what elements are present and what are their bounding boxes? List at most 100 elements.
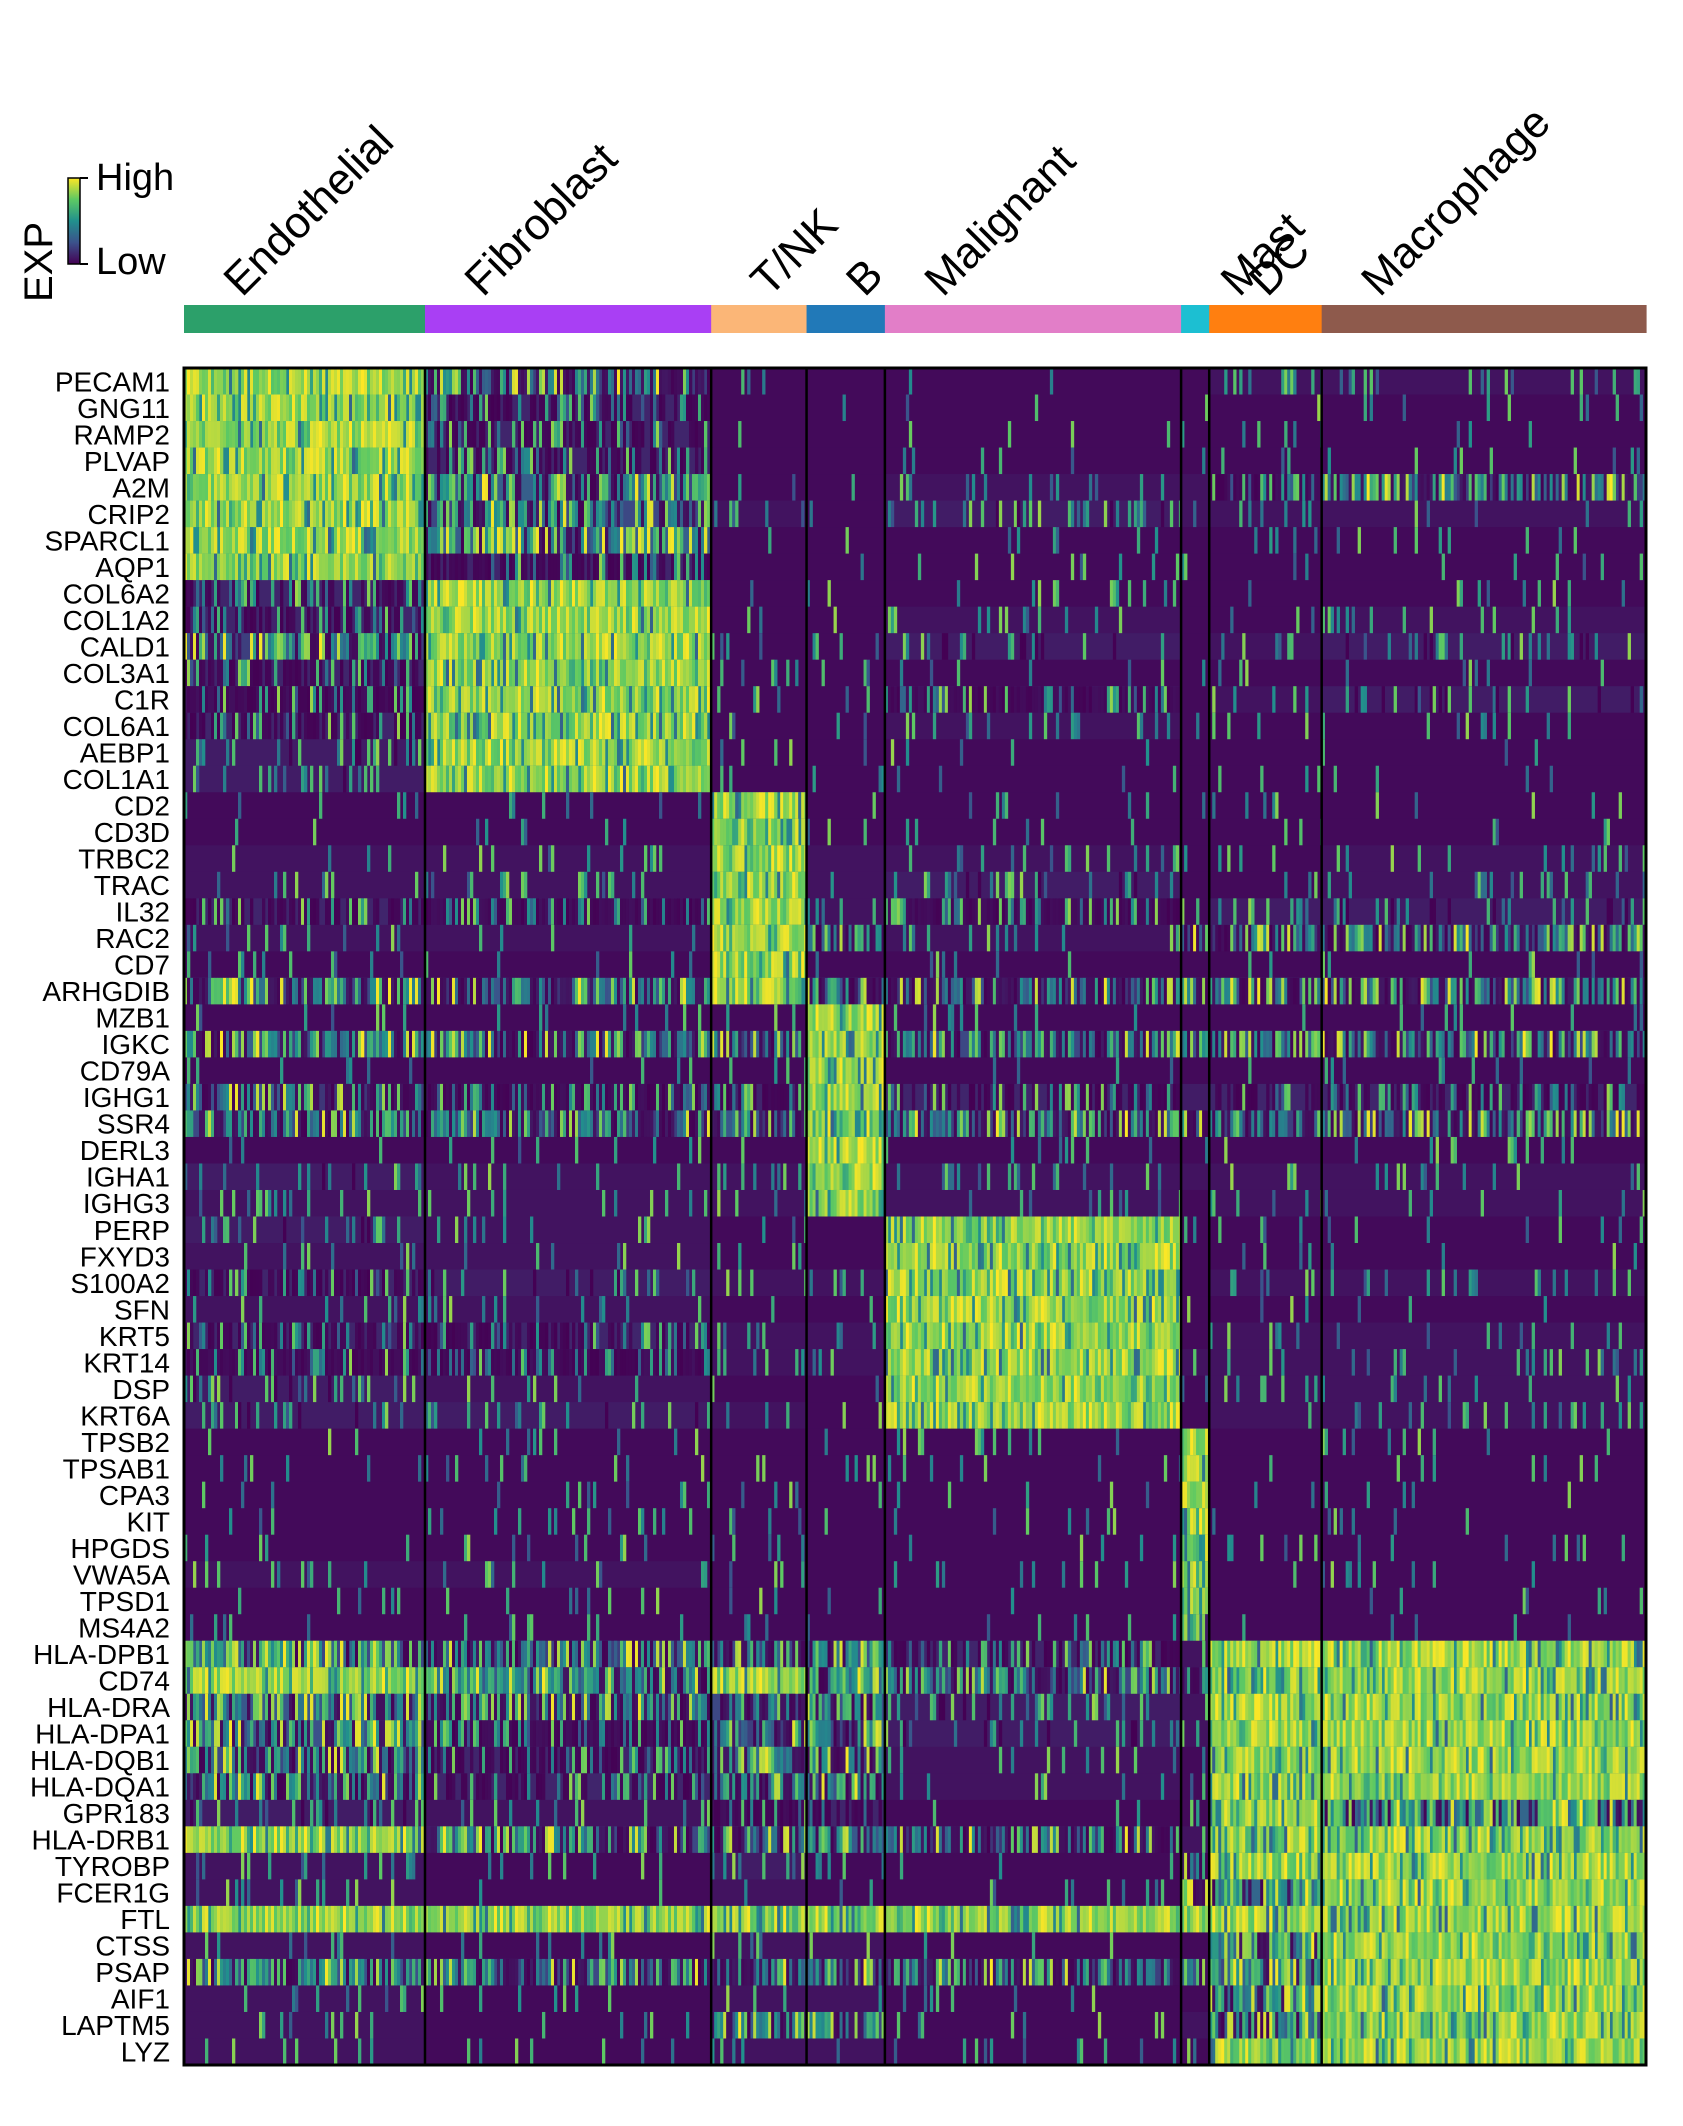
cell [1396, 924, 1400, 952]
cell [568, 500, 573, 528]
cell [1190, 977, 1194, 1005]
cell [1582, 977, 1586, 1005]
cell [184, 447, 188, 475]
cell [1447, 924, 1451, 952]
cell [394, 606, 398, 634]
cell [247, 580, 251, 608]
cell [190, 447, 194, 475]
cell [1381, 686, 1385, 714]
cell [187, 686, 191, 714]
cell [667, 606, 672, 634]
cell [694, 633, 699, 661]
cell [553, 500, 558, 528]
cell [992, 898, 997, 926]
cell [1537, 580, 1541, 608]
cell [538, 686, 543, 714]
cell [923, 1004, 928, 1032]
cell [881, 924, 885, 952]
cell [589, 606, 594, 634]
cell [538, 500, 543, 528]
cell [418, 580, 422, 608]
cell-bg-C1R-Mast [1181, 686, 1210, 714]
cell [346, 527, 350, 555]
cell [717, 686, 721, 714]
cell [292, 500, 296, 528]
cell [640, 394, 645, 422]
cell [601, 739, 606, 767]
cell [265, 686, 269, 714]
cell [863, 659, 867, 687]
cell [202, 368, 206, 396]
cell [304, 659, 308, 687]
cell [691, 924, 696, 952]
cell [508, 739, 513, 767]
cell [1166, 1030, 1171, 1058]
cell [944, 686, 949, 714]
cell [658, 977, 663, 1005]
cell [523, 739, 528, 767]
cell [786, 659, 790, 687]
cell [667, 580, 672, 608]
cell [899, 898, 904, 926]
cell [475, 739, 480, 767]
cell [815, 1030, 819, 1058]
cell [1477, 474, 1481, 502]
cell [211, 527, 215, 555]
cell [676, 977, 681, 1005]
cell [490, 633, 495, 661]
cell [583, 1030, 588, 1058]
cell [508, 474, 513, 502]
cell-bg-A2M-B [806, 474, 886, 502]
cell [667, 977, 672, 1005]
cell [673, 1030, 678, 1058]
cell [430, 712, 435, 740]
cell [700, 553, 705, 581]
cell [481, 977, 486, 1005]
cell [1636, 447, 1640, 475]
heatmap-cells [184, 368, 1646, 2065]
cell [1293, 368, 1297, 396]
cell [875, 633, 879, 661]
cell [613, 394, 618, 422]
cell [448, 977, 453, 1005]
cell [1085, 1030, 1090, 1058]
cell [484, 553, 489, 581]
cell [872, 1030, 876, 1058]
cell [634, 606, 639, 634]
cell [1037, 580, 1042, 608]
cell [466, 739, 471, 767]
cell [610, 633, 615, 661]
cell-bg-AEBP1-Endothelial [184, 739, 426, 767]
cell [574, 898, 579, 926]
cell [1495, 686, 1499, 714]
cell [619, 898, 624, 926]
cell [983, 977, 988, 1005]
cell [1254, 527, 1258, 555]
cell [397, 712, 401, 740]
cell [208, 447, 212, 475]
cell [406, 686, 410, 714]
cell [1585, 871, 1589, 899]
cell [1160, 633, 1165, 661]
cell [711, 951, 715, 979]
cell [744, 818, 748, 846]
cell [565, 606, 570, 634]
cell [863, 1004, 867, 1032]
cell [682, 633, 687, 661]
cell [640, 580, 645, 608]
cell [571, 739, 576, 767]
cell [738, 845, 742, 873]
cell [1049, 474, 1054, 502]
cell [1121, 977, 1126, 1005]
cell [490, 1030, 495, 1058]
cell [244, 527, 248, 555]
cell [439, 368, 444, 396]
cell [406, 977, 410, 1005]
cell [280, 553, 284, 581]
cell [1444, 924, 1448, 952]
cell [445, 500, 450, 528]
cell [1281, 368, 1285, 396]
cell [544, 765, 549, 793]
cell [980, 977, 985, 1005]
cell [283, 765, 287, 793]
